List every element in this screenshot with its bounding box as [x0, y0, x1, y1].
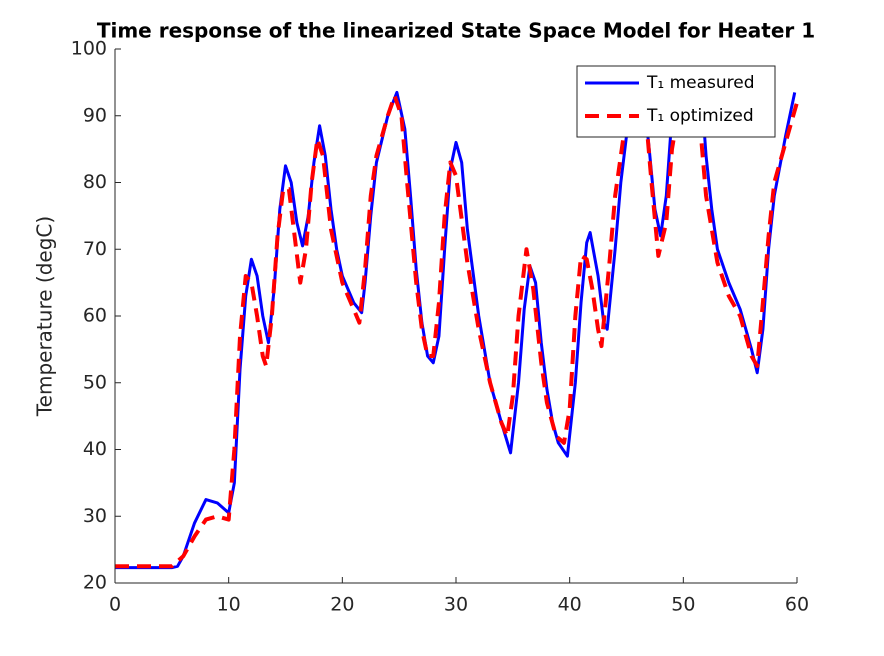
y-tick-label: 30 [83, 505, 107, 527]
x-tick-label: 0 [109, 594, 121, 616]
legend: T₁ measured T₁ optimized [576, 65, 776, 138]
x-tick-label: 30 [444, 594, 468, 616]
series-line [115, 73, 799, 569]
y-tick-label: 20 [83, 572, 107, 594]
legend-label: T₁ optimized [646, 106, 754, 126]
x-tick-label: 40 [558, 594, 582, 616]
y-tick-label: 70 [83, 238, 107, 260]
x-tick-label: 10 [217, 594, 241, 616]
y-tick-label: 50 [83, 371, 107, 393]
y-tick-label: 100 [71, 38, 107, 60]
x-tick-label: 50 [671, 594, 695, 616]
y-tick-label: 90 [83, 104, 107, 126]
y-tick-label: 40 [83, 438, 107, 460]
plot-area [115, 67, 799, 570]
x-tick-label: 20 [330, 594, 354, 616]
y-tick-label: 80 [83, 171, 107, 193]
legend-box [576, 65, 776, 138]
chart-title: Time response of the linearized State Sp… [97, 19, 815, 43]
y-axis-label: Temperature (degC) [33, 216, 57, 417]
legend-label: T₁ measured [646, 73, 755, 93]
y-tick-label: 60 [83, 305, 107, 327]
x-tick-label: 60 [785, 594, 809, 616]
